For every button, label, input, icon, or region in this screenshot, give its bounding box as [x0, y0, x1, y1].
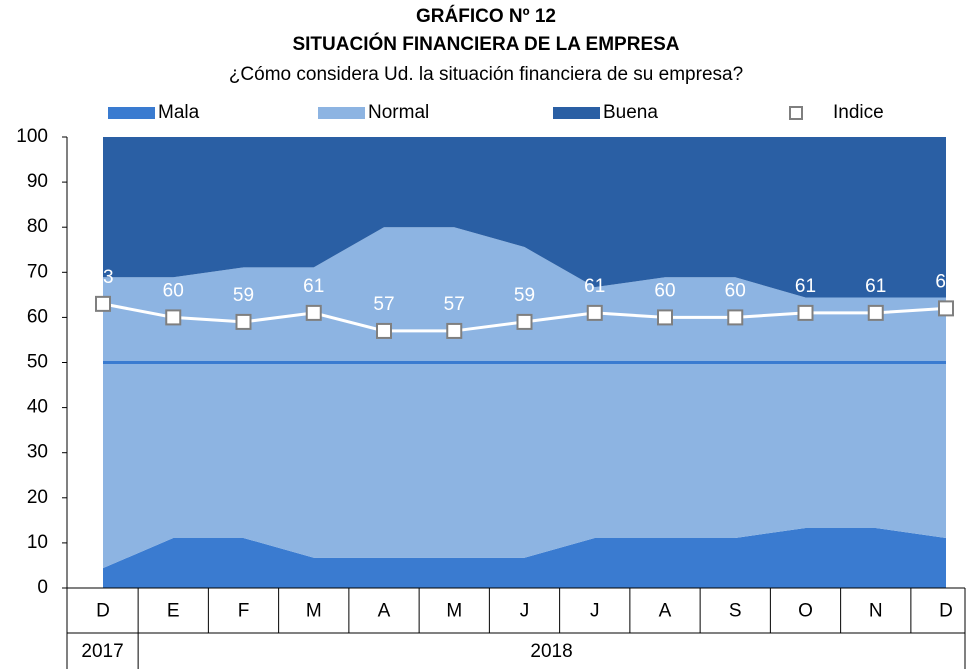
legend-label: Normal — [368, 102, 429, 123]
x-tick-label: J — [520, 601, 530, 622]
index-marker — [727, 309, 744, 326]
x-tick-label: M — [446, 601, 462, 622]
group-label: 2017 — [81, 641, 123, 662]
index-label: 60 — [654, 280, 675, 301]
index-label: 59 — [233, 285, 254, 306]
x-tick-label: D — [939, 601, 953, 622]
y-tick-label: 10 — [27, 532, 48, 553]
x-tick-label: A — [378, 601, 391, 622]
y-tick-label: 0 — [37, 577, 48, 598]
y-tick-label: 70 — [27, 261, 48, 282]
index-marker — [586, 304, 603, 321]
area-0 — [103, 528, 946, 588]
legend-swatch — [108, 107, 155, 119]
legend-swatch — [318, 107, 365, 119]
x-tick-label: J — [590, 601, 600, 622]
index-label: 61 — [303, 276, 324, 297]
y-tick-label: 20 — [27, 487, 48, 508]
index-marker — [165, 309, 182, 326]
area-2 — [103, 137, 946, 298]
legend-swatch — [553, 107, 600, 119]
index-marker — [305, 304, 322, 321]
index-label: 60 — [725, 280, 746, 301]
y-tick-label: 50 — [27, 352, 48, 373]
legend-marker — [789, 106, 803, 120]
index-label: 62 — [935, 271, 956, 292]
chart-subtitle: SITUACIÓN FINANCIERA DE LA EMPRESA — [292, 33, 679, 55]
index-marker — [938, 300, 954, 317]
index-label: 61 — [865, 276, 886, 297]
index-marker — [235, 313, 252, 330]
x-tick-label: M — [306, 601, 322, 622]
index-marker — [797, 304, 814, 321]
legend-label: Mala — [158, 102, 200, 123]
index-label: 57 — [373, 294, 394, 315]
group-label: 2018 — [530, 641, 572, 662]
legend-label: Indice — [833, 102, 884, 123]
index-label: 63 — [92, 267, 113, 288]
y-tick-label: 100 — [16, 126, 48, 147]
index-label: 61 — [795, 276, 816, 297]
x-tick-label: E — [167, 601, 180, 622]
index-marker — [95, 295, 111, 312]
x-tick-label: O — [798, 601, 813, 622]
legend-label: Buena — [603, 102, 658, 123]
x-tick-label: N — [869, 601, 883, 622]
x-tick-label: A — [659, 601, 672, 622]
y-tick-label: 30 — [27, 442, 48, 463]
index-label: 59 — [514, 285, 535, 306]
index-marker — [657, 309, 673, 326]
y-tick-label: 90 — [27, 171, 48, 192]
index-label: 60 — [163, 280, 184, 301]
index-label: 61 — [584, 276, 605, 297]
x-tick-label: S — [729, 601, 742, 622]
index-marker — [446, 322, 463, 339]
chart-question: ¿Cómo considera Ud. la situación financi… — [229, 64, 743, 85]
y-tick-label: 60 — [27, 306, 48, 327]
x-tick-label: D — [96, 601, 110, 622]
index-marker — [516, 313, 533, 330]
y-tick-label: 40 — [27, 397, 48, 418]
index-marker — [867, 304, 884, 321]
chart-title: GRÁFICO Nº 12 — [416, 5, 556, 27]
index-label: 57 — [444, 294, 465, 315]
index-marker — [376, 322, 392, 339]
y-tick-label: 80 — [27, 216, 48, 237]
x-tick-label: F — [238, 601, 250, 622]
